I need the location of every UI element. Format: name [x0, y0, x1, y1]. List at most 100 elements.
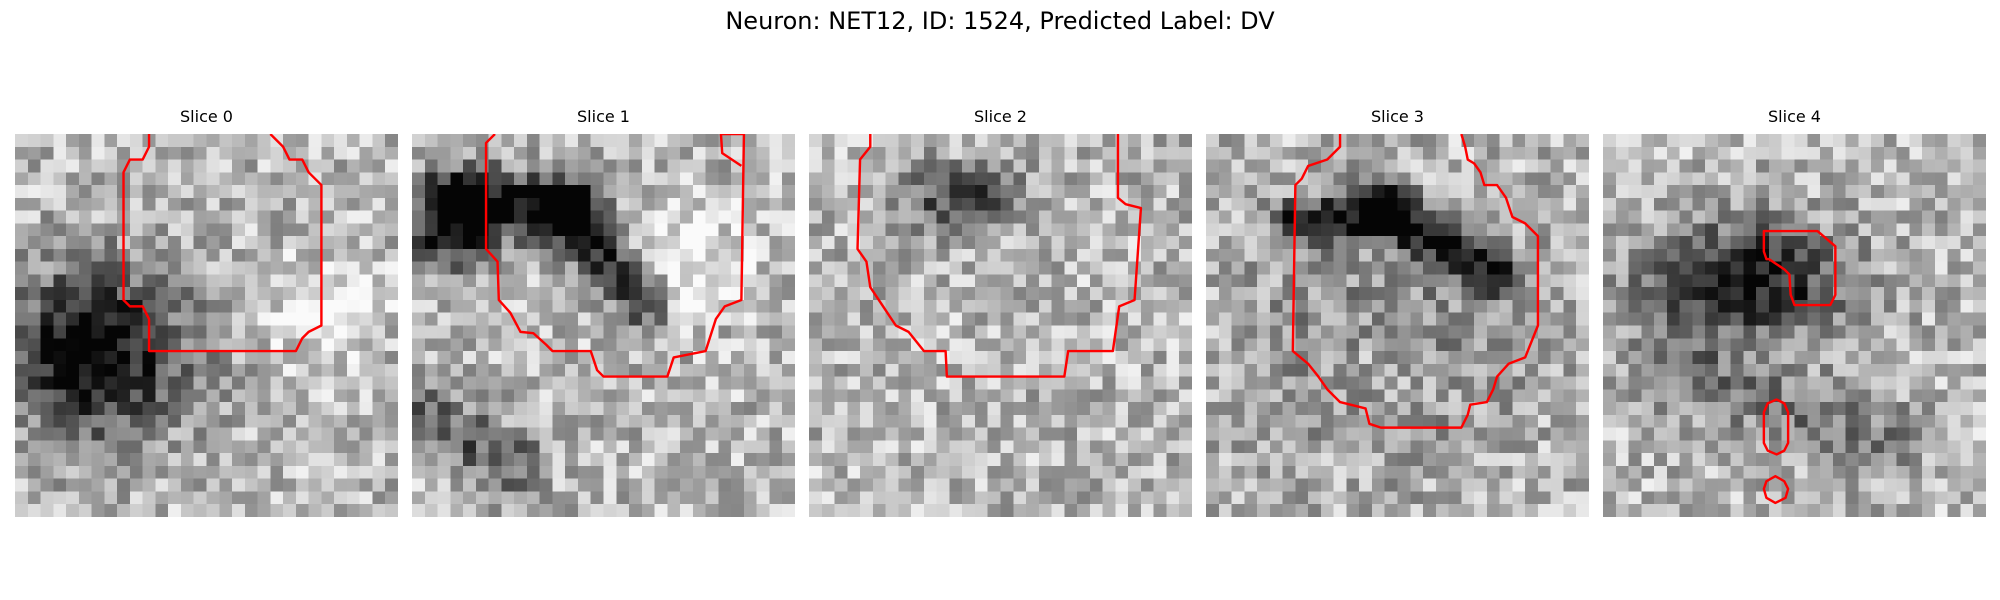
- pixel: [1679, 465, 1693, 479]
- pixel: [1320, 402, 1334, 416]
- pixel: [1486, 274, 1500, 288]
- pixel: [641, 236, 655, 250]
- pixel: [1730, 427, 1744, 441]
- pixel: [1051, 465, 1065, 479]
- pixel: [1947, 210, 1961, 224]
- pixel: [1666, 274, 1680, 288]
- pixel: [91, 223, 105, 237]
- pixel: [1550, 146, 1564, 160]
- pixel: [1013, 274, 1027, 288]
- pixel: [1705, 504, 1719, 517]
- pixel: [1537, 478, 1551, 492]
- pixel: [962, 389, 976, 403]
- pixel: [731, 223, 745, 237]
- pixel: [1102, 261, 1116, 275]
- pixel: [1128, 338, 1142, 352]
- pixel: [1563, 236, 1577, 250]
- pixel: [104, 376, 118, 390]
- pixel: [1858, 504, 1872, 517]
- pixel: [949, 325, 963, 339]
- pixel: [552, 376, 566, 390]
- pixel: [334, 376, 348, 390]
- pixel: [539, 440, 553, 454]
- pixel: [1820, 299, 1834, 313]
- pixel: [219, 312, 233, 326]
- pixel: [1743, 172, 1757, 186]
- pixel: [1295, 465, 1309, 479]
- pixel: [372, 491, 386, 505]
- pixel: [244, 134, 258, 148]
- pixel: [1346, 440, 1360, 454]
- pixel: [936, 312, 950, 326]
- pixel: [1153, 210, 1167, 224]
- pixel: [1026, 261, 1040, 275]
- pixel: [1461, 440, 1475, 454]
- pixel: [590, 325, 604, 339]
- pixel: [1486, 338, 1500, 352]
- pixel: [1474, 210, 1488, 224]
- pixel: [1051, 312, 1065, 326]
- pixel: [104, 197, 118, 211]
- pixel: [1654, 236, 1668, 250]
- pixel: [1807, 185, 1821, 199]
- pixel: [168, 478, 182, 492]
- pixel: [1960, 440, 1974, 454]
- pixel: [1679, 389, 1693, 403]
- pixel: [1973, 414, 1986, 428]
- pixel: [1603, 287, 1617, 301]
- pixel: [1333, 351, 1347, 365]
- pixel: [321, 299, 335, 313]
- pixel: [782, 299, 795, 313]
- pixel: [193, 414, 207, 428]
- pixel: [1333, 223, 1347, 237]
- pixel: [78, 351, 92, 365]
- pixel: [641, 223, 655, 237]
- pixel: [1781, 491, 1795, 505]
- pixel: [629, 325, 643, 339]
- pixel: [1909, 325, 1923, 339]
- pixel: [936, 376, 950, 390]
- pixel: [577, 376, 591, 390]
- pixel: [232, 453, 246, 467]
- pixel: [936, 159, 950, 173]
- slice-1-contour: [484, 134, 746, 378]
- pixel: [295, 197, 309, 211]
- pixel: [244, 427, 258, 441]
- pixel: [1832, 197, 1846, 211]
- pixel: [539, 414, 553, 428]
- pixel: [962, 223, 976, 237]
- pixel: [641, 427, 655, 441]
- pixel: [539, 197, 553, 211]
- pixel: [1064, 376, 1078, 390]
- pixel: [809, 414, 823, 428]
- pixel: [769, 453, 783, 467]
- pixel: [654, 197, 668, 211]
- pixel: [1883, 504, 1897, 517]
- pixel: [1960, 504, 1974, 517]
- pixel: [1896, 210, 1910, 224]
- pixel: [155, 223, 169, 237]
- pixel: [1768, 299, 1782, 313]
- pixel: [1308, 223, 1322, 237]
- pixel: [1641, 236, 1655, 250]
- pixel: [295, 338, 309, 352]
- pixel: [168, 146, 182, 160]
- pixel: [1896, 363, 1910, 377]
- pixel: [731, 134, 745, 148]
- pixel: [1641, 146, 1655, 160]
- pixel: [1153, 363, 1167, 377]
- pixel: [1346, 453, 1360, 467]
- pixel: [847, 478, 861, 492]
- pixel: [718, 185, 732, 199]
- pixel: [885, 504, 899, 517]
- pixel: [1973, 453, 1986, 467]
- pixel: [1244, 351, 1258, 365]
- pixel: [193, 159, 207, 173]
- pixel: [1051, 427, 1065, 441]
- pixel: [1461, 325, 1475, 339]
- pixel: [1397, 159, 1411, 173]
- pixel: [450, 491, 464, 505]
- pixel: [1333, 338, 1347, 352]
- pixel: [372, 261, 386, 275]
- pixel: [180, 465, 194, 479]
